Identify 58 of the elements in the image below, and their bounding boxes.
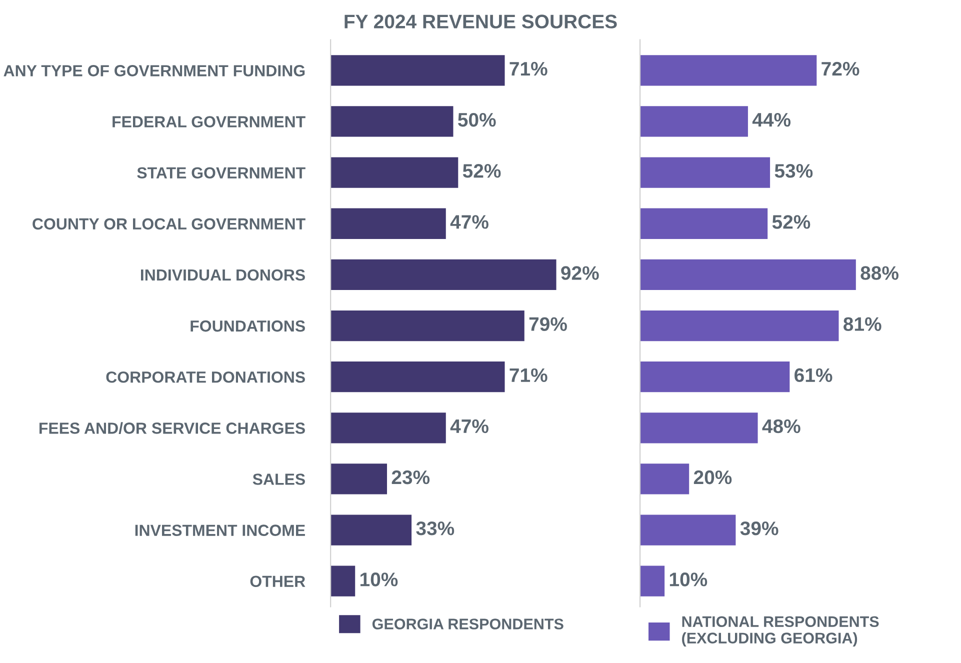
data-label: 88% xyxy=(860,266,898,280)
data-label: 39% xyxy=(740,521,778,536)
y-tick-label: OTHER xyxy=(250,576,306,588)
data-label: 20% xyxy=(694,470,732,484)
bar xyxy=(330,106,454,137)
data-label: 72% xyxy=(822,62,860,76)
data-label: 52% xyxy=(772,215,810,229)
bar xyxy=(330,55,505,86)
bar xyxy=(330,464,388,494)
y-tick-label: CORPORATE DONATIONS xyxy=(106,371,305,383)
y-tick-label: STATE GOVERNMENT xyxy=(137,167,306,179)
y-tick-label: FEDERAL GOVERNMENT xyxy=(112,116,306,128)
y-tick-label: FOUNDATIONS xyxy=(190,320,305,332)
bar xyxy=(330,412,446,444)
bar xyxy=(330,566,356,596)
data-label: 47% xyxy=(450,419,488,434)
y-tick-label: FEES AND/OR SERVICE CHARGES xyxy=(40,422,305,434)
y-tick-label: SALES xyxy=(252,474,305,485)
bar xyxy=(330,310,524,342)
data-label: 71% xyxy=(510,62,548,76)
data-label: 52% xyxy=(462,164,501,178)
bar xyxy=(640,412,758,444)
legend-label: NATIONAL RESPONDENTS (EXCLUDING GEORGIA) xyxy=(682,616,879,647)
data-label: 71% xyxy=(510,368,548,382)
data-label: 23% xyxy=(392,470,430,484)
data-label: 79% xyxy=(529,317,567,331)
data-label: 10% xyxy=(670,572,708,586)
bar xyxy=(640,310,839,342)
y-tick-label: INDIVIDUAL DONORS xyxy=(140,269,305,281)
data-label: 48% xyxy=(762,419,800,434)
bar xyxy=(330,362,505,392)
bar xyxy=(640,514,736,546)
legend-label: GEORGIA RESPONDENTS xyxy=(372,618,564,630)
bar xyxy=(640,566,665,596)
data-label: 53% xyxy=(774,164,813,178)
data-label: 81% xyxy=(844,317,882,331)
bar xyxy=(640,157,770,188)
y-tick-label: INVESTMENT INCOME xyxy=(135,524,305,536)
data-label: 10% xyxy=(360,572,398,586)
data-label: 92% xyxy=(561,266,599,280)
bar xyxy=(640,259,856,290)
data-label: 33% xyxy=(416,521,454,536)
bar xyxy=(640,464,690,494)
bar xyxy=(640,362,790,392)
data-label: 47% xyxy=(450,215,488,229)
data-label: 50% xyxy=(458,112,496,127)
y-tick-label: COUNTY OR LOCAL GOVERNMENT xyxy=(32,218,306,230)
bar xyxy=(330,259,556,290)
bar xyxy=(330,157,458,188)
y-tick-label: ANY TYPE OF GOVERNMENT FUNDING xyxy=(4,65,305,76)
data-label: 44% xyxy=(752,112,791,127)
bar xyxy=(330,514,412,546)
bar xyxy=(640,208,768,239)
chart-title: FY 2024 REVENUE SOURCES xyxy=(344,14,617,28)
data-label: 61% xyxy=(794,368,832,382)
bar xyxy=(330,208,446,239)
bar xyxy=(640,55,817,86)
bar xyxy=(640,106,748,137)
